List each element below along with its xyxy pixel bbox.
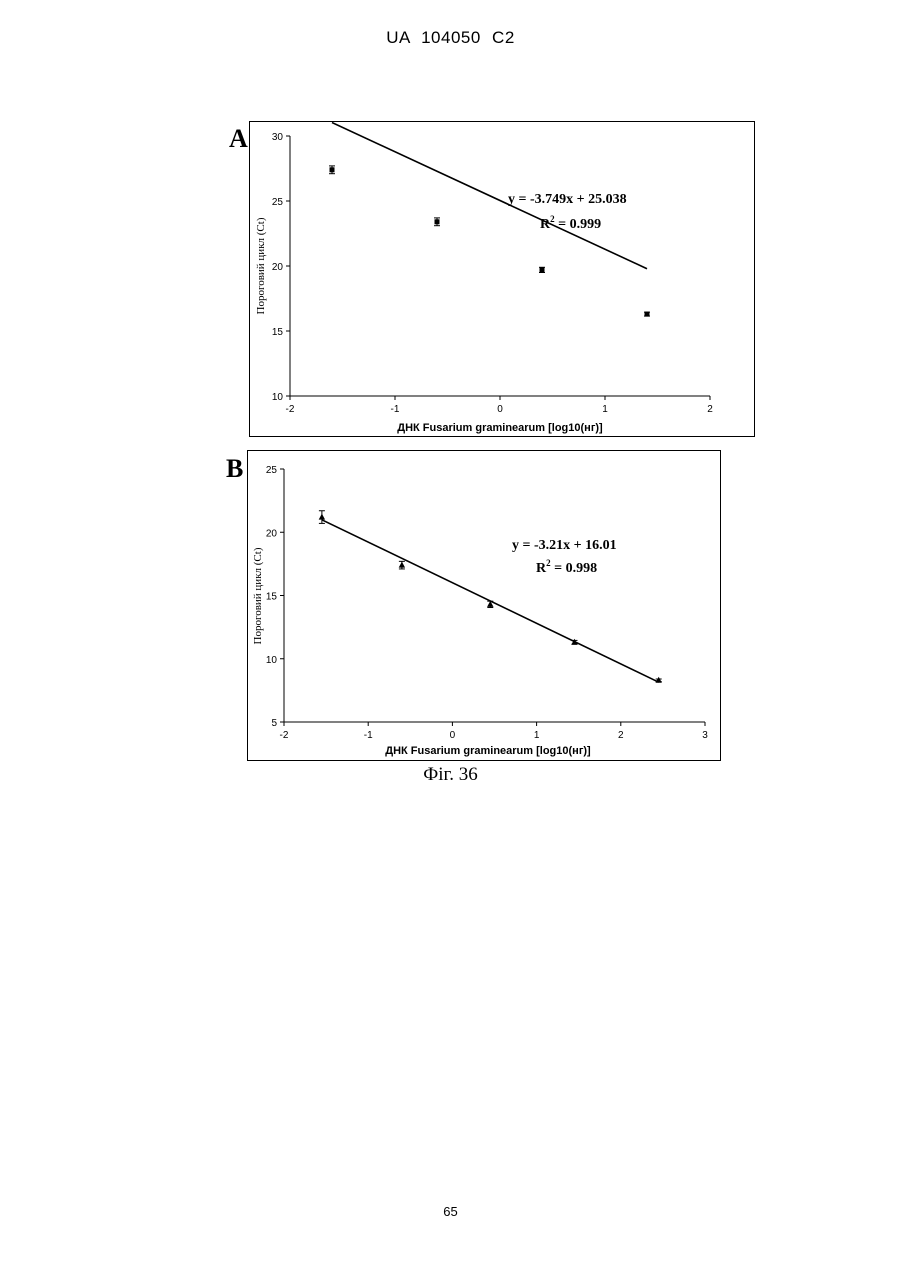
document-header: UA 104050 C2 bbox=[0, 28, 901, 48]
chart-a-x-tick-label: 0 bbox=[497, 404, 503, 415]
chart-b-x-tick-label: -1 bbox=[364, 730, 373, 741]
chart-a-marker bbox=[645, 312, 650, 317]
panel-label-a: A bbox=[229, 124, 248, 154]
chart-b-x-tick-label: 1 bbox=[534, 730, 540, 741]
chart-a-x-label: ДНК Fusarium graminearum [log10(нг)] bbox=[397, 422, 603, 434]
chart-a-y-tick-label: 15 bbox=[272, 327, 284, 338]
chart-a-x-tick-label: -1 bbox=[391, 404, 400, 415]
chart-a-equation: y = -3.749x + 25.038 bbox=[508, 192, 627, 207]
chart-b-r2: R2 = 0.998 bbox=[536, 558, 597, 576]
chart-a-data-point bbox=[539, 267, 545, 272]
chart-b-data-point bbox=[655, 677, 661, 683]
chart-b-y-label: Пороговий цикл (Ct) bbox=[252, 547, 264, 644]
chart-a-y-label: Пороговий цикл (Ct) bbox=[255, 217, 267, 314]
chart-b-svg: -2 -1 0 1 2 3 5 10 15 20 25 y = -3.21x + 16.01 R2 … bbox=[248, 451, 720, 760]
chart-b-x-tick-label: -2 bbox=[280, 730, 289, 741]
chart-a-data-point bbox=[329, 166, 335, 174]
chart-b-y-tick-label: 25 bbox=[266, 465, 278, 476]
chart-a-data-point bbox=[434, 218, 440, 226]
chart-a-marker bbox=[540, 267, 545, 272]
chart-a-y-tick-label: 10 bbox=[272, 392, 284, 403]
chart-a-data-point bbox=[644, 312, 650, 317]
chart-b-y-tick-label: 10 bbox=[266, 655, 278, 666]
chart-a-marker bbox=[435, 219, 440, 224]
chart-a-r2: R2 = 0.999 bbox=[540, 214, 601, 232]
chart-a-y-tick-label: 25 bbox=[272, 197, 284, 208]
chart-b-y-tick-label: 20 bbox=[266, 528, 278, 539]
chart-a-y-tick-label: 20 bbox=[272, 262, 284, 273]
page-number: 65 bbox=[0, 1204, 901, 1219]
chart-b: -2 -1 0 1 2 3 5 10 15 20 25 y = -3.21x + 16.01 R2 … bbox=[247, 450, 721, 761]
chart-b-r2-value: = 0.998 bbox=[551, 561, 597, 576]
chart-a: -2 -1 0 1 2 10 15 20 25 30 y = -3.749x + 25.038 R… bbox=[249, 121, 755, 437]
chart-b-equation: y = -3.21x + 16.01 bbox=[512, 538, 617, 553]
chart-b-data-point bbox=[399, 561, 405, 569]
panel-label-b: B bbox=[226, 454, 243, 484]
chart-b-marker bbox=[655, 677, 661, 683]
chart-a-r2-value: = 0.999 bbox=[555, 217, 601, 232]
chart-b-x-tick-label: 3 bbox=[702, 730, 708, 741]
chart-b-x-label: ДНК Fusarium graminearum [log10(нг)] bbox=[385, 745, 591, 757]
chart-b-y-tick-label: 5 bbox=[271, 718, 277, 729]
chart-b-x-tick-label: 2 bbox=[618, 730, 624, 741]
chart-a-svg: -2 -1 0 1 2 10 15 20 25 30 y = -3.749x + 25.038 R… bbox=[250, 122, 754, 436]
figure-caption: Фіг. 36 bbox=[0, 764, 901, 786]
chart-a-marker bbox=[330, 167, 335, 172]
chart-b-marker bbox=[319, 514, 325, 520]
chart-a-y-tick-label: 30 bbox=[272, 132, 284, 143]
chart-a-x-tick-label: 1 bbox=[602, 404, 608, 415]
chart-a-x-tick-label: -2 bbox=[286, 404, 295, 415]
chart-b-x-tick-label: 0 bbox=[450, 730, 456, 741]
chart-b-y-tick-label: 15 bbox=[266, 592, 278, 603]
chart-b-marker bbox=[399, 562, 405, 568]
chart-a-x-tick-label: 2 bbox=[707, 404, 713, 415]
